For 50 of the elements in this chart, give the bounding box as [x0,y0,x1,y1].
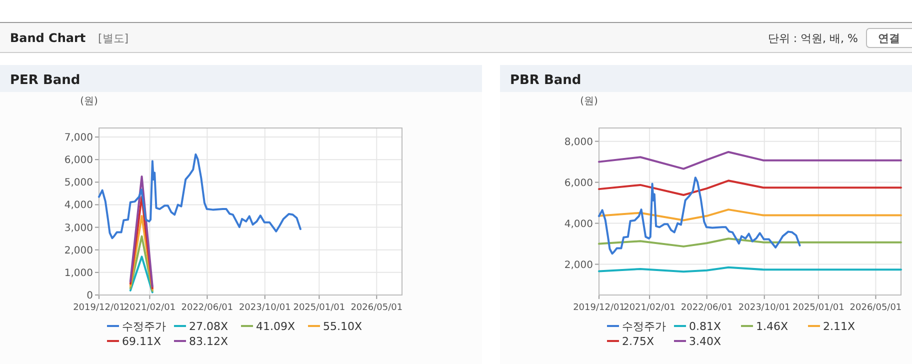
x-tick-label: 2023/10/01 [738,303,790,313]
x-tick-label: 2025/01/01 [293,303,346,313]
chart-title: PBR Band [510,73,582,88]
y-tick-label: 6,000 [64,155,93,166]
legend-label: 55.10X [323,320,362,333]
text: 단위 : 억원, 배, % [768,32,858,45]
y-tick-label: 7,000 [64,132,93,144]
legend-label: 1.46X [756,320,788,333]
line-series [598,238,902,248]
line-series [98,153,302,240]
text: 연결 [878,32,900,45]
legend-label: 41.09X [256,320,296,333]
line-series [598,208,902,222]
line-series [598,180,902,196]
x-tick-label: 2021/02/01 [624,303,676,313]
x-tick-label: 2022/06/01 [181,303,234,313]
y-tick-label: 5,000 [64,178,93,189]
x-tick-label: 2022/06/01 [680,303,733,313]
x-tick-label: 2019/12/01 [573,303,625,313]
y-tick-label: 4,000 [564,218,593,230]
text: [별도] [98,32,129,45]
text: Band Chart [10,31,86,45]
legend-label: 83.12X [189,335,228,348]
x-tick-label: 2021/02/01 [124,303,176,313]
x-tick-label: 2026/05/01 [850,303,902,313]
legend-label: 수정주가 [122,320,166,333]
legend-label: 수정주가 [622,320,666,333]
legend-label: 69.11X [122,335,162,348]
y-tick-label: 8,000 [564,136,593,148]
chart-title: PER Band [10,73,80,88]
legend-label: 0.81X [689,320,722,333]
y-axis-title: (원) [580,96,598,107]
x-tick-label: 2019/12/01 [73,303,125,313]
legend-label: 3.40X [689,335,722,348]
legend-label: 27.08X [189,320,228,333]
y-tick-label: 2,000 [64,245,93,256]
legend-label: 2.11X [823,320,856,333]
y-tick-label: 0 [86,290,93,302]
x-tick-label: 2025/01/01 [792,303,844,313]
x-tick-label: 2023/10/01 [238,303,291,313]
y-tick-label: 1,000 [64,268,93,279]
x-tick-label: 2026/05/01 [350,303,403,313]
legend-label: 2.75X [622,335,654,348]
y-tick-label: 6,000 [564,178,593,189]
y-tick-label: 2,000 [564,260,593,271]
line-series [598,176,801,255]
y-axis-title: (원) [80,96,98,107]
y-tick-label: 4,000 [64,200,93,212]
line-series [598,150,902,170]
y-tick-label: 3,000 [64,222,93,234]
